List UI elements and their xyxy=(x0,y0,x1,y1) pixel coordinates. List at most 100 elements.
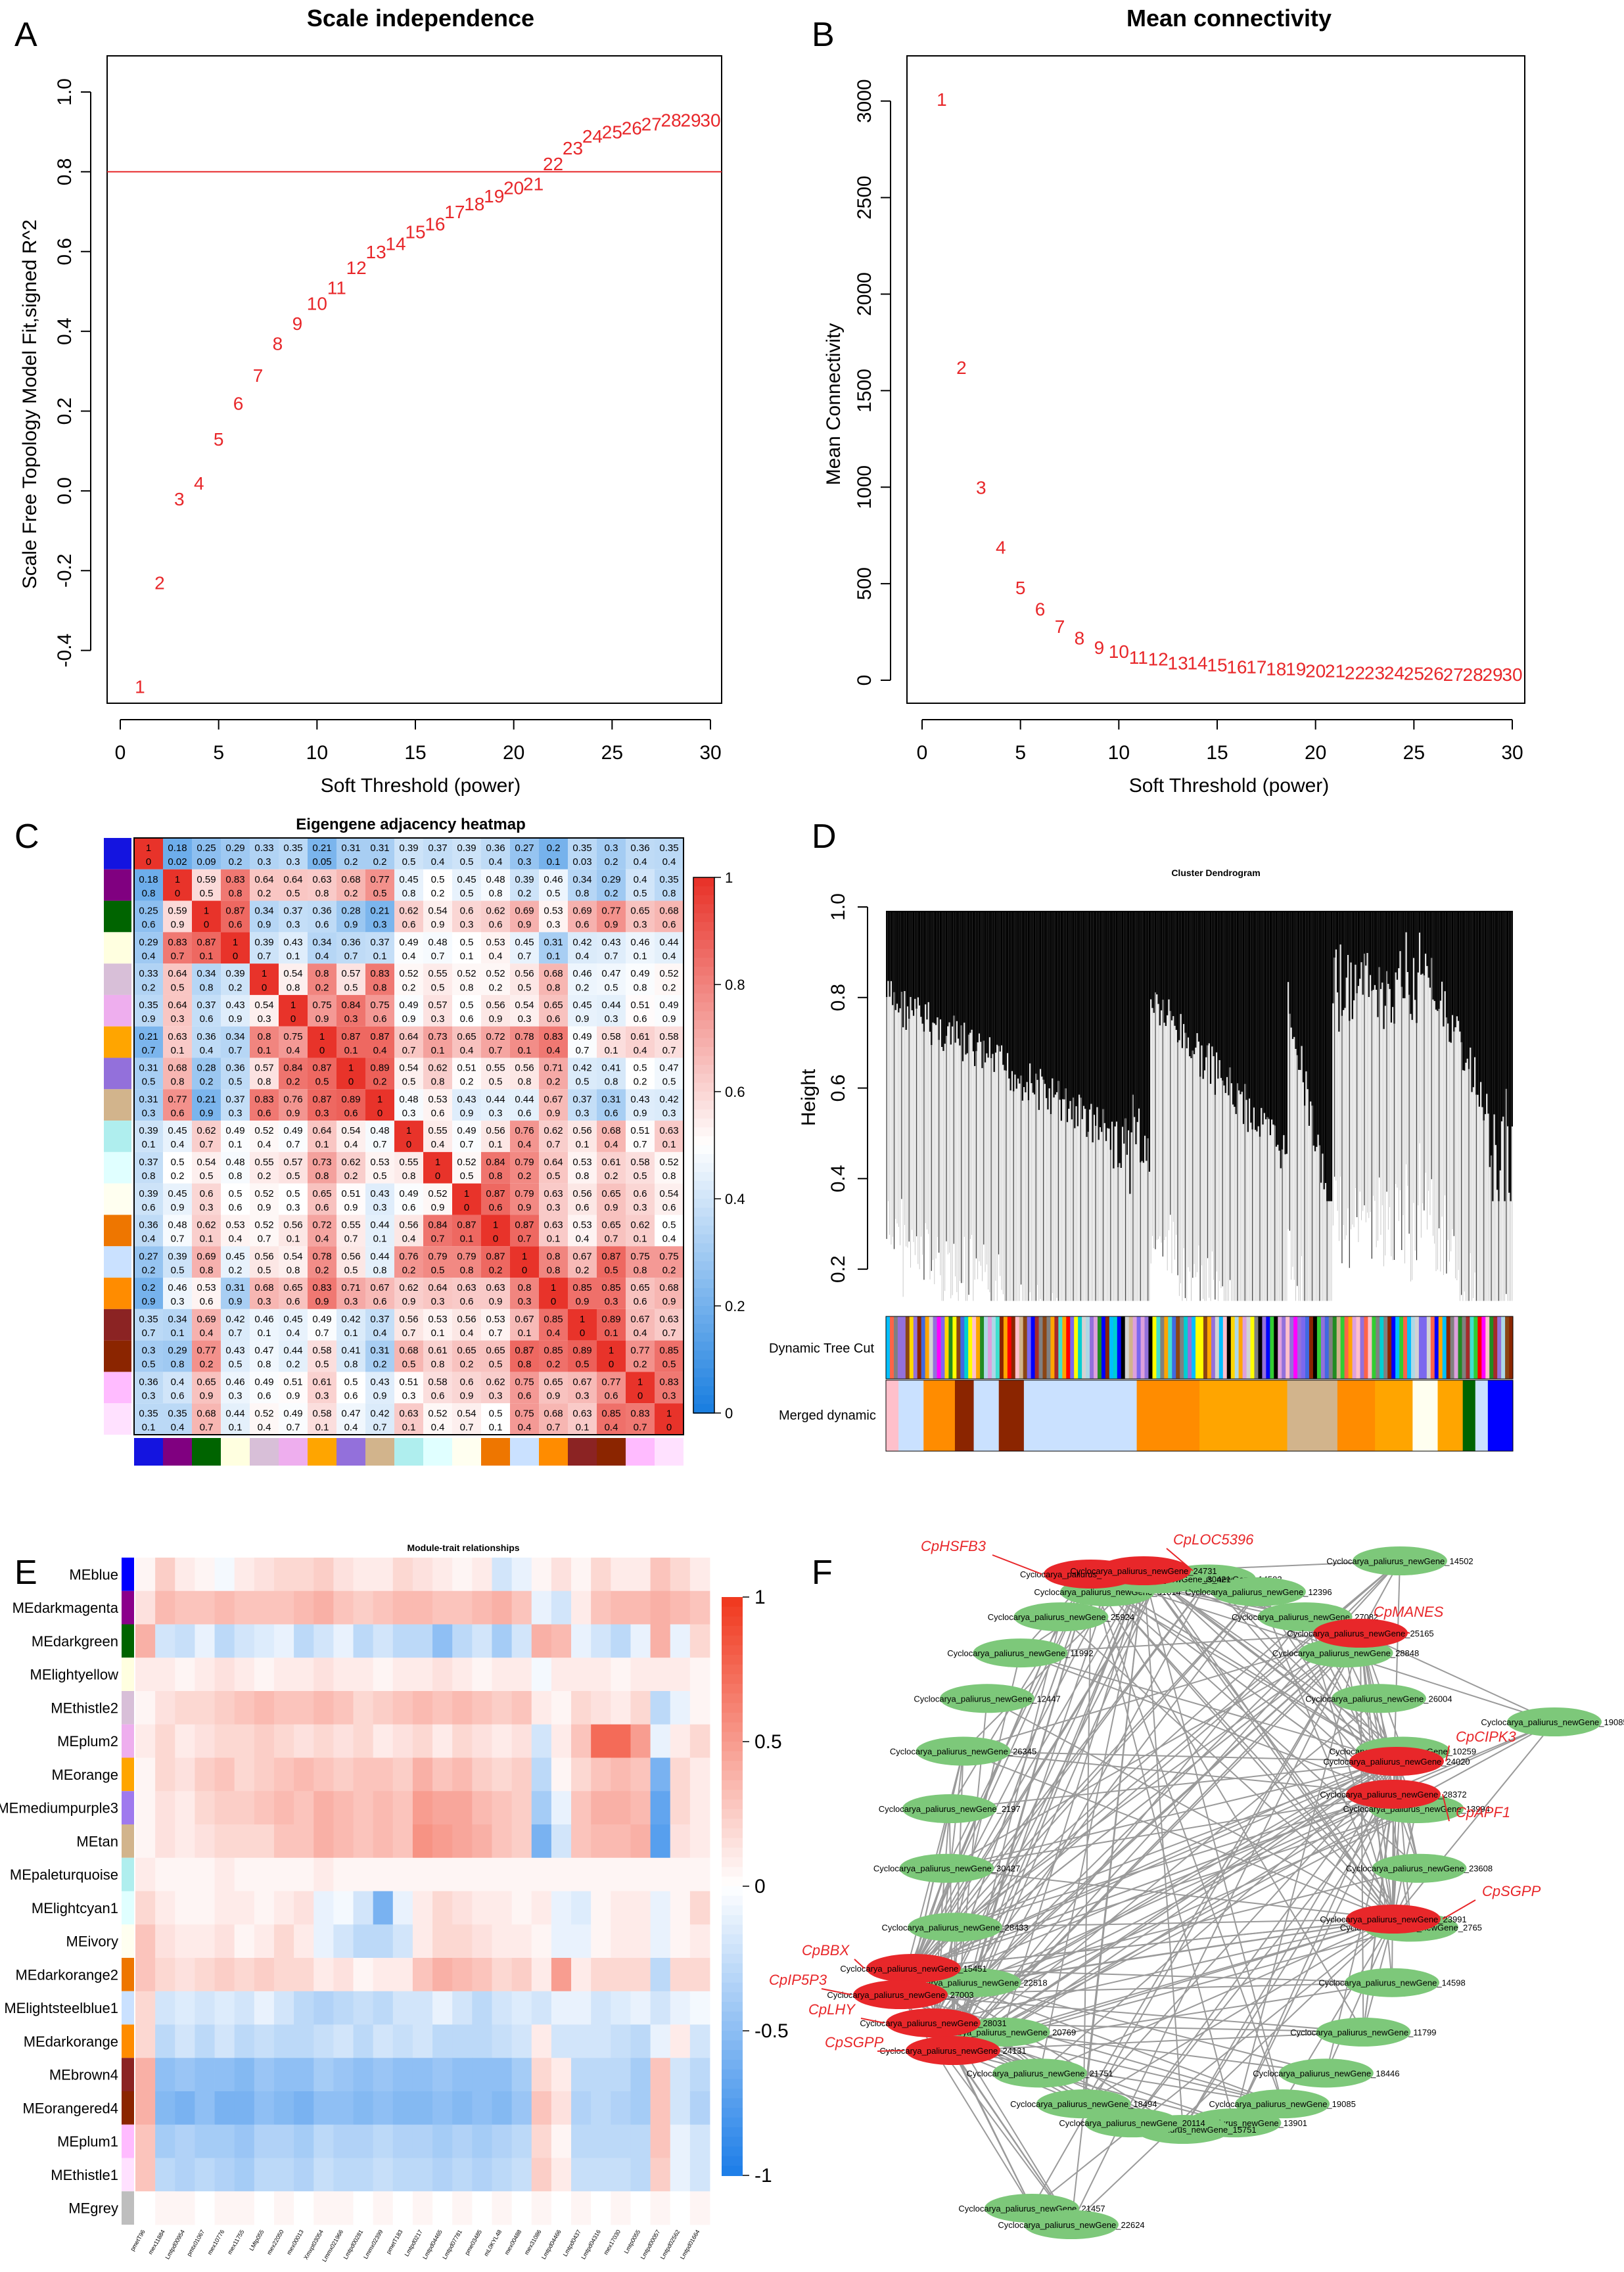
dynamic-cut-segment xyxy=(1074,1316,1079,1379)
network-edge xyxy=(913,1591,1108,1969)
hub-gene-label: CpLOC5396 xyxy=(1173,1531,1254,1548)
cell-value: 0.89 xyxy=(572,1345,592,1356)
trait-cell xyxy=(392,2191,413,2225)
heatmap-cell xyxy=(452,1403,481,1435)
panel-b-x-tick-label: 30 xyxy=(1501,742,1523,764)
cell-value: 0.45 xyxy=(225,1251,244,1262)
panel-a-point-label: 15 xyxy=(405,221,425,242)
cell-pvalue: 0.7 xyxy=(200,1139,214,1150)
trait-cell xyxy=(670,1958,691,1992)
cell-pvalue: 0.4 xyxy=(258,1139,271,1150)
cell-pvalue: 0.4 xyxy=(518,1422,532,1433)
heatmap-cell xyxy=(597,1026,626,1058)
module-color-row xyxy=(104,1151,131,1184)
trait-cell xyxy=(294,1991,314,2025)
heatmap-cell xyxy=(394,1089,423,1121)
trait-cell xyxy=(353,1791,374,1825)
cell-value: 0.37 xyxy=(197,1000,216,1011)
trait-cell xyxy=(472,1724,492,1758)
network-edge xyxy=(913,1578,1209,1969)
trait-cell xyxy=(551,1924,572,1959)
trait-cell xyxy=(373,2124,394,2158)
heatmap-cell xyxy=(134,1278,163,1309)
cell-pvalue: 0.2 xyxy=(547,1077,561,1088)
trait-cell xyxy=(273,1590,294,1625)
node-label: Cyclocarya_paliurus_newGene_23608 xyxy=(1346,1864,1493,1874)
cell-value: 0.5 xyxy=(287,1188,300,1199)
dynamic-cut-segment xyxy=(1097,1316,1102,1379)
trait-cell xyxy=(472,1558,492,1592)
trait-cell xyxy=(591,2124,611,2158)
hub-arrow xyxy=(1445,1745,1450,1762)
trait-cell xyxy=(492,1891,513,1925)
trait-cell xyxy=(392,1757,413,1792)
cell-value: 0.49 xyxy=(659,1000,678,1011)
trait-cell xyxy=(551,2024,572,2058)
trait-cell xyxy=(472,2158,492,2192)
cell-value: 0.59 xyxy=(197,874,216,885)
heatmap-cell xyxy=(336,1340,365,1372)
cell-pvalue: 0 xyxy=(638,1391,643,1402)
network-edge xyxy=(973,1794,1394,1983)
trait-cell xyxy=(214,2191,235,2225)
cell-pvalue: 0.5 xyxy=(402,1359,416,1370)
cell-pvalue: 0.1 xyxy=(634,950,647,962)
cell-pvalue: 0.6 xyxy=(576,919,590,931)
trait-cell xyxy=(650,2191,671,2225)
cell-pvalue: 0.8 xyxy=(576,888,590,899)
trait-cell xyxy=(195,1791,215,1825)
heatmap-cell xyxy=(655,1340,684,1372)
trait-cell xyxy=(412,2091,433,2125)
colorbar-step xyxy=(722,1895,743,1907)
trait-cell xyxy=(611,2024,631,2058)
hub-gene-label: CpMANES xyxy=(1374,1604,1444,1620)
cell-value: 0.67 xyxy=(515,1314,534,1325)
cell-value: 0.52 xyxy=(254,1408,273,1419)
heatmap-cell xyxy=(163,994,192,1027)
module-color-row xyxy=(104,900,131,933)
cell-pvalue: 0.1 xyxy=(518,1045,532,1056)
hub-arrow xyxy=(860,2018,885,2024)
colorbar-step xyxy=(693,958,714,967)
trait-cell xyxy=(551,1991,572,2025)
trait-cell xyxy=(155,1958,175,1992)
colorbar-step xyxy=(693,1279,714,1289)
panel-d-tree xyxy=(886,910,1513,1301)
cell-pvalue: 0.7 xyxy=(287,1139,300,1150)
row-color xyxy=(122,1691,134,1725)
cell-value: 0.62 xyxy=(544,1125,563,1136)
panel-letter-b: B xyxy=(812,16,835,54)
cell-pvalue: 0.1 xyxy=(634,1234,647,1245)
heatmap-cell xyxy=(221,869,250,901)
cell-pvalue: 0.3 xyxy=(200,1202,214,1213)
dynamic-cut-segment xyxy=(1023,1316,1028,1379)
cell-pvalue: 0.3 xyxy=(258,1296,271,1307)
heatmap-cell xyxy=(250,1403,279,1435)
trait-cell xyxy=(254,1558,275,1592)
trait-cell xyxy=(412,1590,433,1625)
trait-cell xyxy=(294,2191,314,2225)
trait-cell xyxy=(591,1691,611,1725)
panel-b-x-tick-label: 10 xyxy=(1108,742,1130,764)
heatmap-cell xyxy=(279,1183,308,1215)
trait-cell xyxy=(195,2024,215,2058)
hub-gene-label: CpSGPP xyxy=(825,2034,884,2051)
heatmap-cell xyxy=(452,1057,481,1090)
cell-pvalue: 0.8 xyxy=(634,982,647,993)
trait-cell xyxy=(234,1958,255,1992)
panel-e-colorbar: 10.50-0.5-1 xyxy=(722,1587,789,2187)
colorbar-step xyxy=(693,1172,714,1182)
colorbar-step xyxy=(693,1038,714,1048)
trait-cell xyxy=(214,1991,235,2025)
cell-value: 0.58 xyxy=(312,1408,331,1419)
cell-pvalue: 0 xyxy=(580,1328,585,1339)
trait-cell xyxy=(313,1691,334,1725)
cell-pvalue: 0.5 xyxy=(229,1077,243,1088)
cell-value: 0.41 xyxy=(341,1345,360,1356)
dynamic-cut-segment xyxy=(1258,1316,1263,1379)
cell-value: 0.52 xyxy=(457,1157,476,1168)
cell-pvalue: 0.5 xyxy=(460,1171,474,1182)
cell-value: 0.28 xyxy=(197,1063,216,1074)
panel-c-grid: 100.180.020.250.090.290.20.330.30.350.30… xyxy=(104,837,684,1466)
panel-a-y-tick-label: 0.8 xyxy=(54,158,76,186)
